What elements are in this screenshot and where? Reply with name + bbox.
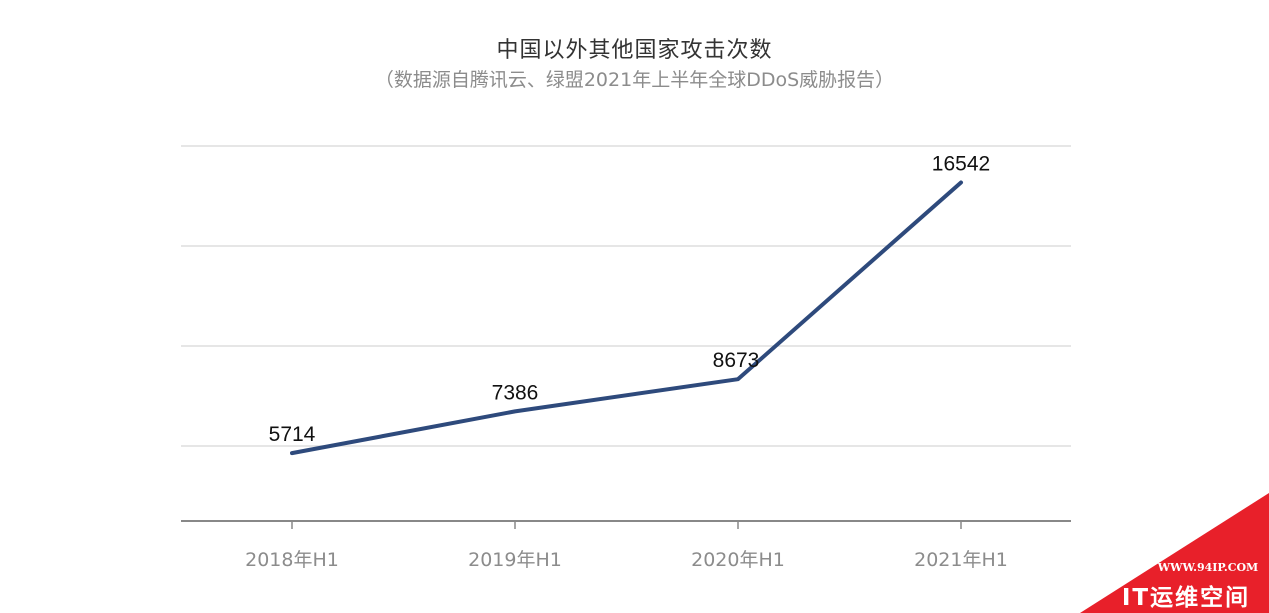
watermark-logo: WWW.94IP.COM IT运维空间 xyxy=(1080,493,1269,613)
watermark-brand: IT运维空间 xyxy=(1122,584,1250,611)
grid-lines xyxy=(181,145,1071,447)
data-label: 8673 xyxy=(713,349,760,372)
chart-subtitle: （数据源自腾讯云、绿盟2021年上半年全球DDoS威胁报告） xyxy=(374,69,895,91)
watermark-url: WWW.94IP.COM xyxy=(1157,561,1258,574)
x-tick-label: 2018年H1 xyxy=(245,549,339,571)
series-layer xyxy=(290,180,963,456)
data-label: 7386 xyxy=(492,381,539,404)
x-tick-label: 2021年H1 xyxy=(914,549,1008,571)
chart-title: 中国以外其他国家攻击次数 xyxy=(496,38,773,63)
x-axis-ticks: 2018年H1 2019年H1 2020年H1 2021年H1 xyxy=(245,521,1008,571)
data-labels: 5714 7386 8673 16542 xyxy=(269,152,991,446)
data-label: 5714 xyxy=(269,423,316,446)
data-label: 16542 xyxy=(932,152,990,175)
x-tick-label: 2019年H1 xyxy=(468,549,562,571)
watermark-red-triangle xyxy=(1080,493,1269,613)
series-line xyxy=(290,180,963,456)
x-tick-label: 2020年H1 xyxy=(691,549,785,571)
